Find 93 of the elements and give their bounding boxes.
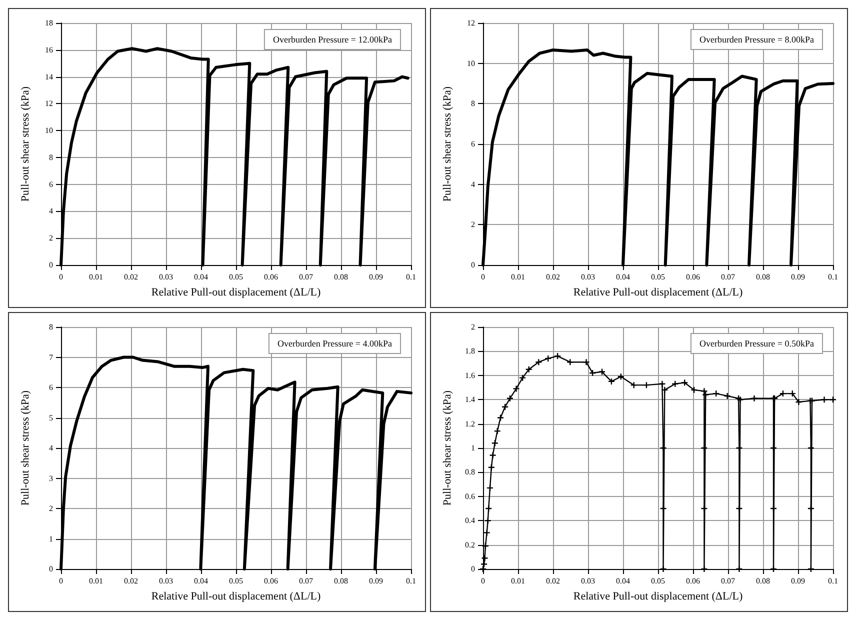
x-tick-label: 0.04 (616, 272, 630, 282)
x-tick-label: 0.05 (229, 576, 243, 586)
x-tick-label: 0.05 (229, 272, 243, 282)
x-tick-label: 0.07 (721, 272, 735, 282)
y-tick-label: 4 (471, 180, 475, 189)
y-tick-label: 3 (49, 474, 53, 483)
x-tick-label: 0.08 (756, 576, 770, 586)
x-tick-label: 0.1 (828, 576, 838, 586)
y-tick-label: 10 (45, 126, 53, 136)
x-tick-label: 0.02 (124, 272, 138, 282)
x-axis-title: Relative Pull-out displacement (ΔL/L) (573, 590, 743, 602)
x-tick-label: 0.07 (721, 576, 735, 586)
y-tick-label: 0 (49, 564, 53, 574)
x-tick-label: 0.01 (511, 576, 525, 586)
x-tick-label: 0.01 (89, 576, 103, 586)
y-tick-label: 0 (471, 564, 475, 574)
x-tick-label: 0.02 (546, 576, 560, 586)
annotation: Overburden Pressure = 4.00kPa (277, 338, 392, 348)
y-axis-title: Pull-out shear stress (kPa) (442, 390, 454, 506)
y-tick-label: 4 (49, 444, 53, 452)
annotation: Overburden Pressure = 12.00kPa (272, 34, 392, 44)
x-axis-title: Relative Pull-out displacement (ΔL/L) (151, 286, 321, 298)
y-tick-label: 1.8 (465, 346, 475, 356)
x-tick-label: 0.04 (194, 272, 208, 282)
x-tick-label: 0.03 (581, 272, 595, 282)
x-tick-label: 0.08 (756, 272, 770, 282)
y-tick-label: 8 (49, 322, 53, 332)
x-tick-label: 0.1 (406, 272, 416, 282)
x-tick-label: 0.01 (511, 272, 525, 282)
y-tick-label: 4 (49, 206, 53, 216)
x-tick-label: 0.1 (828, 272, 838, 282)
x-tick-label: 0.09 (369, 272, 383, 282)
x-tick-label: 0.09 (791, 576, 805, 586)
y-tick-label: 0 (49, 260, 53, 270)
x-tick-label: 0 (59, 272, 63, 282)
x-axis-title: Relative Pull-out displacement (ΔL/L) (573, 286, 743, 298)
x-tick-label: 0 (59, 576, 63, 586)
y-tick-label: 8 (471, 99, 475, 108)
y-tick-label: 6 (49, 180, 53, 189)
y-axis-title: Pull-out shear stress (kPa) (20, 390, 32, 506)
x-tick-label: 0.07 (299, 576, 313, 586)
x-tick-label: 0.02 (546, 272, 560, 282)
y-tick-label: 1.4 (465, 395, 475, 404)
y-axis-title: Pull-out shear stress (kPa) (442, 86, 454, 202)
y-tick-label: 12 (467, 18, 475, 28)
y-tick-label: 7 (49, 352, 53, 362)
x-tick-label: 0.04 (194, 576, 208, 586)
x-tick-label: 0 (481, 272, 485, 282)
y-tick-label: 0.2 (465, 540, 475, 550)
y-tick-label: 1 (471, 444, 475, 452)
x-axis-title: Relative Pull-out displacement (ΔL/L) (151, 590, 321, 602)
y-tick-label: 10 (467, 58, 475, 68)
y-tick-label: 0 (471, 260, 475, 270)
x-tick-label: 0.02 (124, 576, 138, 586)
y-tick-label: 0.4 (465, 516, 475, 526)
x-tick-label: 0 (481, 576, 485, 586)
y-tick-label: 0.6 (465, 492, 475, 501)
x-tick-label: 0.06 (686, 272, 700, 282)
y-tick-label: 1 (49, 534, 53, 544)
x-tick-label: 0.1 (406, 576, 416, 586)
y-tick-label: 5 (49, 413, 53, 422)
y-tick-label: 14 (45, 72, 53, 82)
y-tick-label: 8 (49, 152, 53, 162)
annotation: Overburden Pressure = 8.00kPa (699, 34, 814, 44)
x-tick-label: 0.04 (616, 576, 630, 586)
x-tick-label: 0.05 (651, 576, 665, 586)
y-tick-label: 0.8 (465, 468, 475, 477)
y-tick-label: 2 (49, 234, 53, 243)
y-axis-title: Pull-out shear stress (kPa) (20, 86, 32, 202)
y-tick-label: 6 (49, 383, 53, 392)
x-tick-label: 0.01 (89, 272, 103, 282)
x-tick-label: 0.03 (159, 576, 173, 586)
y-tick-label: 1.6 (465, 370, 475, 380)
x-tick-label: 0.06 (264, 272, 278, 282)
x-tick-label: 0.09 (791, 272, 805, 282)
y-tick-label: 6 (471, 140, 475, 148)
y-tick-label: 2 (471, 322, 475, 332)
x-tick-label: 0.08 (334, 576, 348, 586)
y-tick-label: 1.2 (465, 419, 475, 428)
x-tick-label: 0.05 (651, 272, 665, 282)
x-tick-label: 0.08 (334, 272, 348, 282)
annotation: Overburden Pressure = 0.50kPa (699, 338, 814, 348)
x-tick-label: 0.07 (299, 272, 313, 282)
y-tick-label: 16 (45, 45, 53, 54)
x-tick-label: 0.09 (369, 576, 383, 586)
y-tick-label: 12 (45, 99, 53, 108)
x-tick-label: 0.06 (264, 576, 278, 586)
y-tick-label: 18 (45, 18, 53, 28)
x-tick-label: 0.03 (581, 576, 595, 586)
y-tick-label: 2 (471, 220, 475, 230)
x-tick-label: 0.06 (686, 576, 700, 586)
y-tick-label: 2 (49, 504, 53, 513)
x-tick-label: 0.03 (159, 272, 173, 282)
